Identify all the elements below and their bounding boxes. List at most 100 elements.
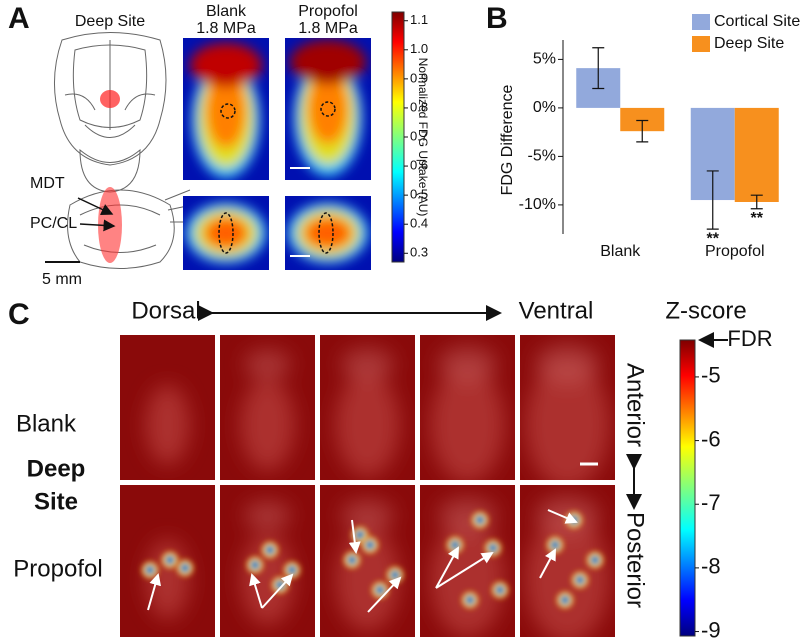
- significance: **: [707, 230, 720, 247]
- x-tick-label: Blank: [600, 243, 641, 260]
- group-label: Site: [34, 488, 78, 515]
- hotspot: [462, 592, 478, 608]
- hotspot: [557, 592, 573, 608]
- pointer-arrow: [547, 509, 578, 524]
- hotspot-core: [552, 542, 558, 548]
- colorbar-tick-label: 1.1: [410, 12, 428, 27]
- hotspot: [566, 512, 582, 528]
- y-axis-label: FDG Difference: [499, 84, 516, 195]
- brain-image: [220, 485, 315, 637]
- hotspot: [587, 552, 603, 568]
- hotspot: [447, 537, 463, 553]
- brain-body: [430, 366, 505, 480]
- pointer-arrow: [147, 573, 162, 611]
- colorbar-tick-label: -7: [701, 490, 721, 515]
- error-bar: [636, 119, 649, 143]
- hotspot-core: [147, 567, 153, 573]
- brain-body: [525, 515, 610, 637]
- pointer-arrow: [249, 573, 263, 609]
- brain-lobe: [438, 346, 497, 382]
- hotspot-core: [490, 545, 496, 551]
- column-subtitle: 1.8 MPa: [196, 20, 256, 37]
- brain-image: [420, 335, 515, 480]
- brain-image: [420, 485, 515, 637]
- brain-body: [240, 378, 295, 471]
- brain-image: [520, 335, 615, 480]
- hotspot-core: [497, 587, 503, 593]
- arrow: [77, 197, 114, 215]
- error-bar: [750, 194, 763, 210]
- hotspot: [177, 560, 193, 576]
- colorbar-marker: FDR: [727, 326, 772, 351]
- hotspot: [485, 540, 501, 556]
- hotspot-core: [577, 577, 583, 583]
- error-bar: [592, 47, 605, 90]
- colorbar-tick-label: 1.0: [410, 41, 428, 56]
- hotspot: [387, 567, 403, 583]
- brain-lobe: [341, 348, 394, 380]
- hotspot-core: [252, 562, 258, 568]
- hotspot: [352, 527, 368, 543]
- colorbar-tick-label: 0.6: [410, 158, 428, 173]
- heatmap: [285, 38, 371, 180]
- colorbar-tick-label: -8: [701, 554, 721, 579]
- colorbar-tick-label: 0.7: [410, 128, 428, 143]
- colorbar-tick-label: 0.5: [410, 187, 428, 202]
- brain-shape: [525, 344, 610, 480]
- label: Ventral: [519, 297, 594, 324]
- roi-outline: [218, 101, 336, 254]
- colorbar-tick-label: -6: [701, 426, 721, 451]
- hotspot: [362, 537, 378, 553]
- colorbar: [679, 339, 696, 637]
- pointer-arrow: [435, 546, 459, 589]
- label: PC/CL: [30, 215, 77, 232]
- brain-shape: [240, 350, 295, 471]
- brain-lobe: [535, 344, 600, 384]
- brain-lobe: [341, 499, 394, 532]
- colorbar-title: Z-score: [665, 297, 746, 324]
- label: 5 mm: [42, 271, 82, 288]
- colorbar-label: Normalized FDG Uptake (AU): [416, 58, 430, 217]
- image-grid: [120, 335, 615, 637]
- label: Dorsal: [131, 297, 200, 324]
- y-tick-label: -5%: [528, 148, 556, 165]
- heatmap: [183, 38, 269, 180]
- brain-body: [145, 539, 190, 620]
- pointer-arrow: [261, 573, 294, 609]
- pointer-arrow: [348, 519, 361, 554]
- label: Posterior: [622, 512, 649, 608]
- brain-lobe: [438, 497, 497, 534]
- brain-shape: [145, 384, 190, 465]
- heatmap: [183, 196, 269, 270]
- column-subtitle: 1.8 MPa: [298, 20, 358, 37]
- brain-body: [240, 533, 295, 626]
- brain-image: [120, 335, 215, 480]
- hotspot-core: [367, 542, 373, 548]
- hotspot: [372, 582, 388, 598]
- y-tick-label: -10%: [519, 196, 556, 213]
- colorbar-tick-label: -5: [701, 363, 721, 388]
- brain-shape: [335, 348, 400, 477]
- brain-body: [525, 360, 610, 480]
- column-title: Blank: [206, 3, 247, 20]
- hotspot: [247, 557, 263, 573]
- hotspot: [344, 552, 360, 568]
- row-label: Blank: [16, 410, 77, 437]
- row-label: Propofol: [13, 555, 102, 582]
- y-tick-label: 0%: [533, 99, 556, 116]
- brain-body: [335, 372, 400, 477]
- hotspot-core: [562, 597, 568, 603]
- hotspot-core: [267, 547, 273, 553]
- legend-label: Deep Site: [714, 35, 784, 52]
- panel-label: B: [486, 2, 508, 35]
- hotspot-core: [167, 557, 173, 563]
- legend-swatch: [692, 14, 710, 30]
- brain-shape: [145, 539, 190, 620]
- hotspot-core: [357, 532, 363, 538]
- hotspot-core: [289, 567, 295, 573]
- label: MDT: [30, 175, 65, 192]
- label: Deep Site: [75, 13, 145, 30]
- hotspot: [142, 562, 158, 578]
- brain-lobe: [244, 501, 291, 530]
